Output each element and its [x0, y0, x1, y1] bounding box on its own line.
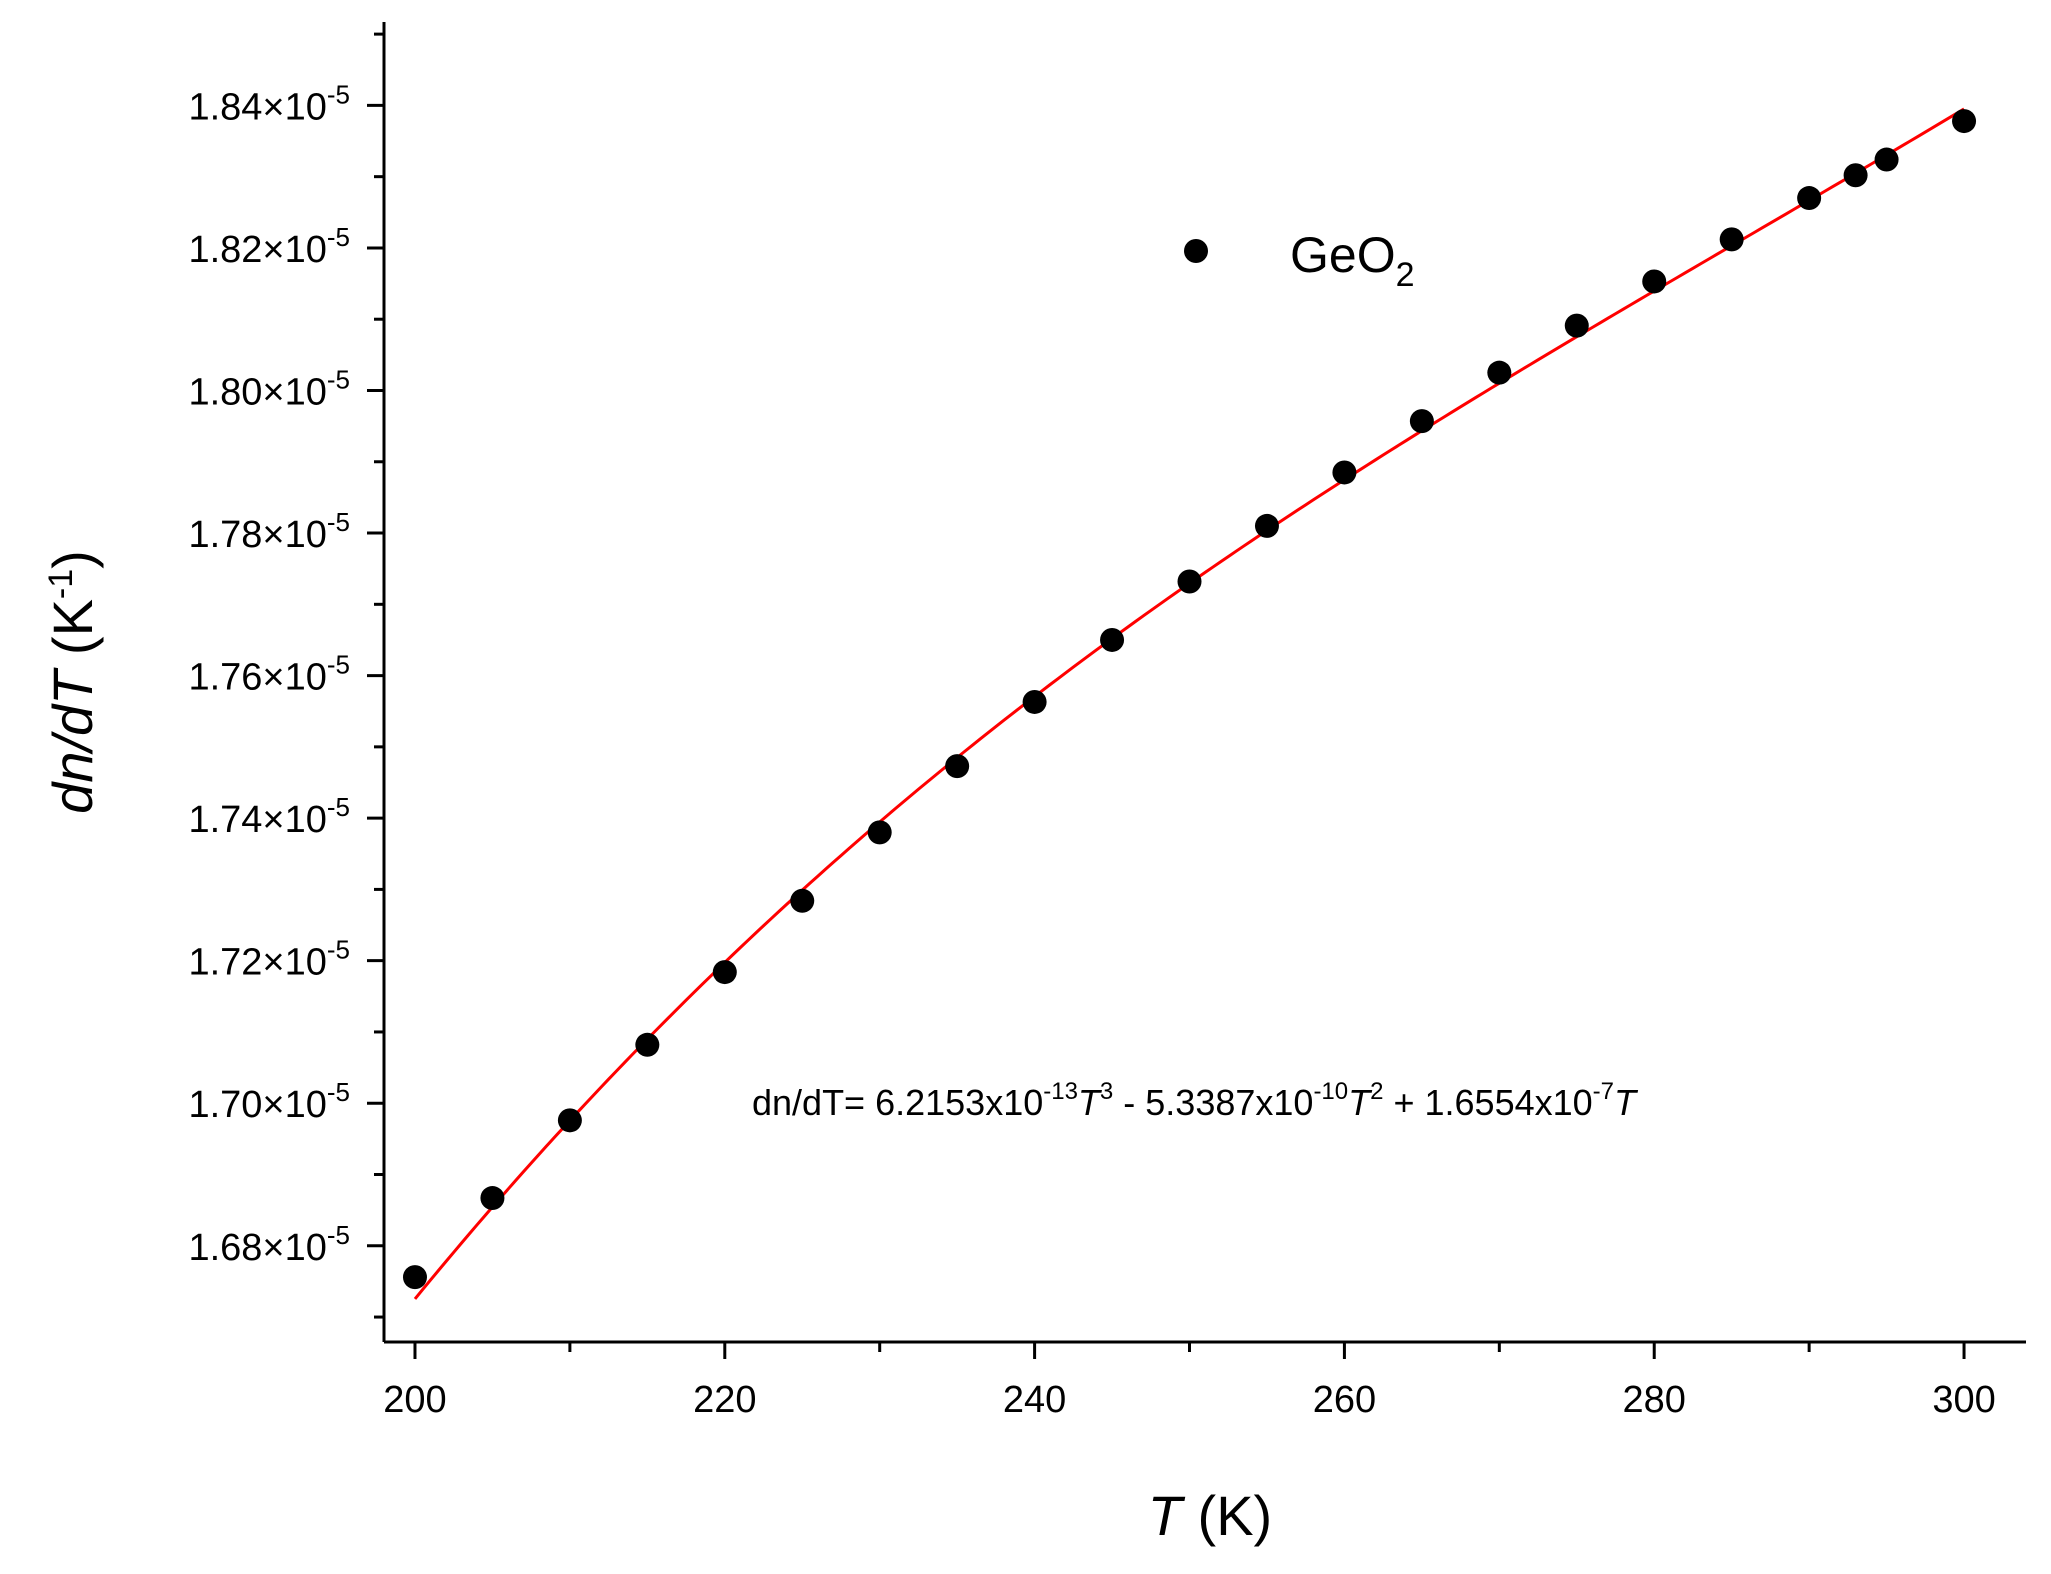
- x-ticks: 200 220 240 260 280 300: [383, 1342, 1996, 1421]
- y-tick-label: 1.72×10-5: [188, 935, 350, 984]
- points-layer: [402, 109, 1977, 1290]
- data-point: [557, 1108, 582, 1133]
- data-point: [1843, 163, 1868, 188]
- y-ticks: 1.68×10-5 1.70×10-5 1.72×10-5 1.74×10-5 1.76…: [188, 32, 384, 1319]
- data-point: [712, 960, 737, 985]
- y-axis-title: dn/dT (K-1): [41, 550, 104, 814]
- x-tick-label: 220: [693, 1379, 756, 1421]
- y-tick-label: 1.76×10-5: [188, 650, 350, 699]
- data-point: [1177, 569, 1202, 594]
- y-tick-label: 1.80×10-5: [188, 364, 350, 413]
- x-tick-label: 200: [383, 1379, 446, 1421]
- y-tick-label: 1.84×10-5: [188, 79, 350, 128]
- y-tick-label: 1.74×10-5: [188, 792, 350, 841]
- x-tick-label: 280: [1623, 1379, 1686, 1421]
- y-tick-label: 1.78×10-5: [188, 507, 350, 556]
- legend: GeO2: [1184, 227, 1415, 294]
- x-axis-title: T (K): [1148, 1484, 1272, 1547]
- x-tick-label: 240: [1003, 1379, 1066, 1421]
- data-point: [1409, 409, 1434, 434]
- x-tick-label: 260: [1313, 1379, 1376, 1421]
- data-point: [480, 1186, 505, 1211]
- data-point: [1642, 269, 1667, 294]
- data-point: [945, 754, 970, 779]
- legend-marker: [1184, 239, 1208, 263]
- data-point: [1564, 313, 1589, 338]
- data-point: [1100, 627, 1125, 652]
- legend-label: GeO2: [1290, 227, 1415, 294]
- data-point: [1254, 513, 1279, 538]
- data-point: [1952, 109, 1977, 134]
- x-tick-label: 300: [1932, 1379, 1995, 1421]
- fit-equation: dn/dT= 6.2153x10-13T3 - 5.3387x10-10T2 +…: [752, 1078, 1639, 1123]
- data-point: [790, 888, 815, 913]
- data-point: [1719, 227, 1744, 252]
- data-point: [1797, 186, 1822, 211]
- axes: [382, 22, 2026, 1344]
- data-point: [1332, 460, 1357, 485]
- data-point: [867, 820, 892, 845]
- y-tick-label: 1.68×10-5: [188, 1220, 350, 1269]
- data-point: [1022, 689, 1047, 714]
- data-point: [635, 1032, 660, 1057]
- y-tick-label: 1.70×10-5: [188, 1077, 350, 1126]
- data-point: [402, 1265, 427, 1290]
- data-point: [1874, 147, 1899, 172]
- y-tick-label: 1.82×10-5: [188, 222, 350, 271]
- data-point: [1487, 360, 1512, 385]
